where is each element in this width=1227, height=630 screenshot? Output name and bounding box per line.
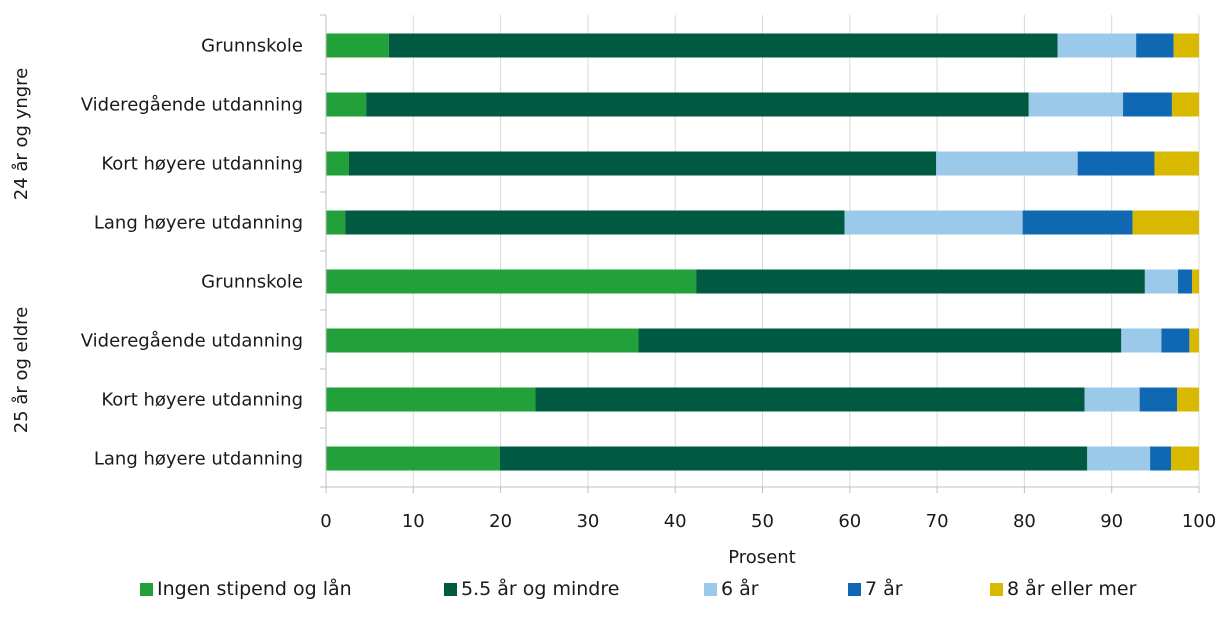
bar-segment [1178, 269, 1193, 294]
bar-segment [326, 33, 389, 58]
legend-label: 6 år [721, 578, 759, 600]
category-label: Grunnskole [201, 272, 303, 293]
x-tick-label: 30 [576, 511, 599, 532]
legend-item: Ingen stipend og lån [140, 578, 352, 600]
category-label: Videregående utdanning [81, 331, 303, 352]
x-tick-label: 0 [320, 511, 331, 532]
bar-segment [1132, 210, 1199, 235]
category-label: Kort høyere utdanning [101, 154, 303, 175]
legend-swatch [990, 582, 1003, 596]
legend-item: 8 år eller mer [990, 578, 1136, 600]
bar-segment [844, 210, 1023, 235]
bar-segment [388, 33, 1058, 58]
x-tick-label: 100 [1182, 511, 1216, 532]
bar-segment [638, 328, 1122, 353]
labels: 0 10 20 30 40 50 60 70 80 90 100 Grunnskole Videregå… [11, 36, 1216, 533]
bar-segment [1171, 92, 1199, 117]
bar-segment [366, 92, 1029, 117]
bar-segment [535, 387, 1085, 412]
legend-item: 6 år [704, 578, 759, 600]
bar-segment [1189, 328, 1199, 353]
category-label: Lang høyere utdanning [94, 449, 303, 470]
bar-segment [326, 387, 536, 412]
bars [326, 33, 1199, 471]
legend-swatch [140, 582, 153, 596]
bar-segment [348, 151, 937, 176]
bar-segment [326, 269, 697, 294]
bar-segment [326, 210, 346, 235]
category-label: Grunnskole [201, 36, 303, 57]
bar-segment [1136, 33, 1174, 58]
legend-item: 7 år [848, 578, 903, 600]
bar-segment [326, 446, 500, 471]
axes [320, 14, 1200, 493]
x-tick-label: 40 [664, 511, 687, 532]
x-tick-label: 90 [1100, 511, 1123, 532]
bar-segment [326, 151, 349, 176]
legend-swatch [444, 582, 457, 596]
legend-label: 8 år eller mer [1007, 578, 1137, 600]
bar-segment [1177, 387, 1199, 412]
bar-segment [936, 151, 1078, 176]
legend-label: 5.5 år og mindre [461, 578, 620, 600]
category-label: Lang høyere utdanning [94, 213, 303, 234]
legend-swatch [704, 582, 717, 596]
bar-segment [326, 328, 639, 353]
bar-segment [1171, 446, 1199, 471]
bar-segment [499, 446, 1088, 471]
x-tick-label: 10 [402, 511, 425, 532]
bar-segment [1150, 446, 1172, 471]
legend-item: 5.5 år og mindre [444, 578, 619, 600]
x-tick-label: 70 [926, 511, 949, 532]
group-label: 25 år og eldre [11, 307, 32, 434]
bar-segment [1123, 92, 1172, 117]
legend-label: Ingen stipend og lån [157, 578, 352, 600]
legend-swatch [848, 582, 861, 596]
bar-segment [1057, 33, 1137, 58]
x-tick-label: 20 [489, 511, 512, 532]
bar-segment [1077, 151, 1155, 176]
bar-segment [1192, 269, 1199, 294]
x-tick-label: 50 [751, 511, 774, 532]
bar-segment [1084, 387, 1140, 412]
bar-segment [696, 269, 1145, 294]
category-label: Videregående utdanning [81, 95, 303, 116]
legend: Ingen stipend og lån 5.5 år og mindre 6 år… [0, 578, 1227, 608]
bar-segment [1121, 328, 1162, 353]
bar-segment [1144, 269, 1179, 294]
x-axis-title: Prosent [728, 547, 795, 568]
bar-segment [326, 92, 367, 117]
group-label: 24 år og yngre [11, 68, 32, 201]
x-tick-label: 60 [838, 511, 861, 532]
bar-segment [345, 210, 845, 235]
x-tick-label: 80 [1013, 511, 1036, 532]
legend-label: 7 år [865, 578, 903, 600]
bar-segment [1154, 151, 1199, 176]
bar-segment [1139, 387, 1178, 412]
grid-lines [325, 15, 1200, 487]
bar-segment [1173, 33, 1199, 58]
bar-segment [1022, 210, 1133, 235]
bar-segment [1087, 446, 1151, 471]
category-label: Kort høyere utdanning [101, 390, 303, 411]
stacked-bar-chart: 0 10 20 30 40 50 60 70 80 90 100 Grunnskole Videregå… [11, 14, 1216, 568]
bar-segment [1161, 328, 1190, 353]
bar-segment [1028, 92, 1124, 117]
